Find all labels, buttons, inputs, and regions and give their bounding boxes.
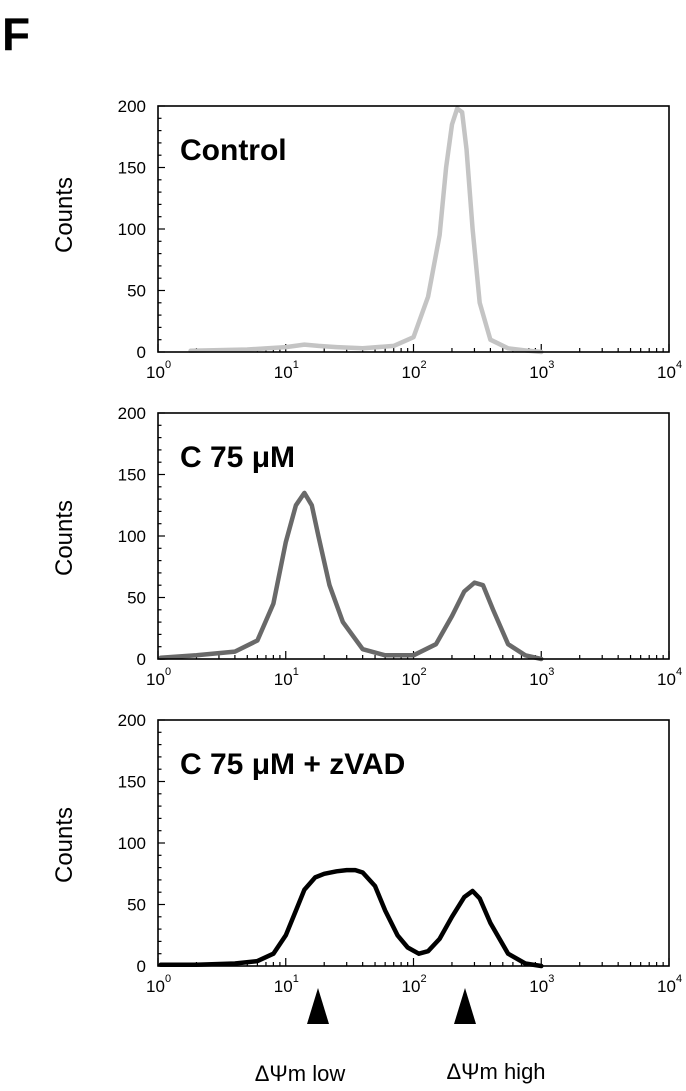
x-tick-exponent: 0	[165, 973, 171, 985]
y-axis-label: Counts	[51, 807, 78, 883]
x-tick-exponent: 4	[676, 973, 682, 985]
y-tick-label: 100	[118, 220, 146, 239]
y-tick-label: 150	[118, 773, 146, 792]
x-tick-labels: 10 0 10 1 10 2 10 3 10 4	[146, 666, 682, 689]
panel-label: C 75 μM + zVAD	[180, 748, 405, 781]
y-tick-label: 0	[137, 343, 146, 362]
x-tick-label: 10	[146, 363, 165, 382]
x-tick-label: 10	[274, 977, 293, 996]
y-axis-label: Counts	[51, 500, 78, 576]
chart-c75-zvad: Counts C 75 μM + zVAD 10 0 10 1 10 2 10 3 10 4 05…	[51, 711, 682, 996]
y-tick-label: 150	[118, 466, 146, 485]
x-tick-exponent: 3	[548, 359, 554, 371]
x-tick-label: 10	[529, 670, 548, 689]
x-tick-label: 10	[402, 363, 421, 382]
y-tick-label: 50	[127, 896, 146, 915]
x-tick-label: 10	[274, 670, 293, 689]
x-tick-label: 10	[146, 670, 165, 689]
x-tick-labels: 10 0 10 1 10 2 10 3 10 4	[146, 359, 682, 382]
x-tick-labels: 10 0 10 1 10 2 10 3 10 4	[146, 973, 682, 996]
chart-control: Counts Control 10 0 10 1 10 2 10 3 10 4 050100150…	[51, 97, 682, 382]
x-tick-exponent: 2	[421, 359, 427, 371]
y-tick-label: 0	[137, 650, 146, 669]
x-tick-label: 10	[274, 363, 293, 382]
x-tick-exponent: 2	[421, 666, 427, 678]
y-tick-labels: 0 50 100 150 200	[118, 711, 146, 976]
annotation-low: ΔΨm low	[255, 1061, 346, 1086]
histogram-line-control	[188, 106, 544, 355]
y-tick-labels: 0 50 100 150 200	[118, 404, 146, 669]
x-tick-label: 10	[529, 977, 548, 996]
y-tick-label: 200	[118, 97, 146, 116]
y-tick-label: 100	[118, 527, 146, 546]
x-tick-exponent: 3	[548, 666, 554, 678]
panel-letter: F	[2, 8, 30, 60]
panel-label: Control	[180, 134, 287, 167]
x-tick-label: 10	[657, 977, 676, 996]
y-tick-label: 50	[127, 589, 146, 608]
y-tick-label: 200	[118, 711, 146, 730]
panel-label: C 75 μM	[180, 441, 295, 474]
y-tick-label: 0	[137, 957, 146, 976]
histogram-line-c75	[158, 490, 544, 662]
y-tick-label: 200	[118, 404, 146, 423]
x-tick-label: 10	[402, 670, 421, 689]
x-tick-exponent: 0	[165, 666, 171, 678]
y-tick-labels: 0 50 100 150 200	[118, 97, 146, 362]
x-tick-exponent: 1	[293, 359, 299, 371]
arrow-high-marker	[454, 988, 476, 1024]
y-tick-label: 50	[127, 282, 146, 301]
x-tick-label: 10	[657, 670, 676, 689]
x-tick-exponent: 3	[548, 973, 554, 985]
x-tick-exponent: 1	[293, 973, 299, 985]
y-tick-label: 150	[118, 159, 146, 178]
x-tick-label: 10	[146, 977, 165, 996]
x-tick-label: 10	[529, 363, 548, 382]
chart-c75: Counts C 75 μM 10 0 10 1 10 2 10 3 10 4 050100150…	[51, 404, 682, 689]
x-tick-exponent: 0	[165, 359, 171, 371]
plot-frame	[157, 105, 670, 353]
plot-frame	[157, 412, 670, 660]
x-tick-exponent: 4	[676, 666, 682, 678]
histogram-line-c75-zvad	[158, 867, 544, 969]
y-axis-label: Counts	[51, 177, 78, 253]
x-tick-label: 10	[402, 977, 421, 996]
plot-frame	[157, 719, 670, 967]
arrow-low-marker	[307, 988, 329, 1024]
x-tick-exponent: 4	[676, 359, 682, 371]
annotation-high: ΔΨm high	[446, 1059, 545, 1084]
y-tick-label: 100	[118, 834, 146, 853]
x-tick-exponent: 2	[421, 973, 427, 985]
x-tick-label: 10	[657, 363, 676, 382]
x-tick-exponent: 1	[293, 666, 299, 678]
